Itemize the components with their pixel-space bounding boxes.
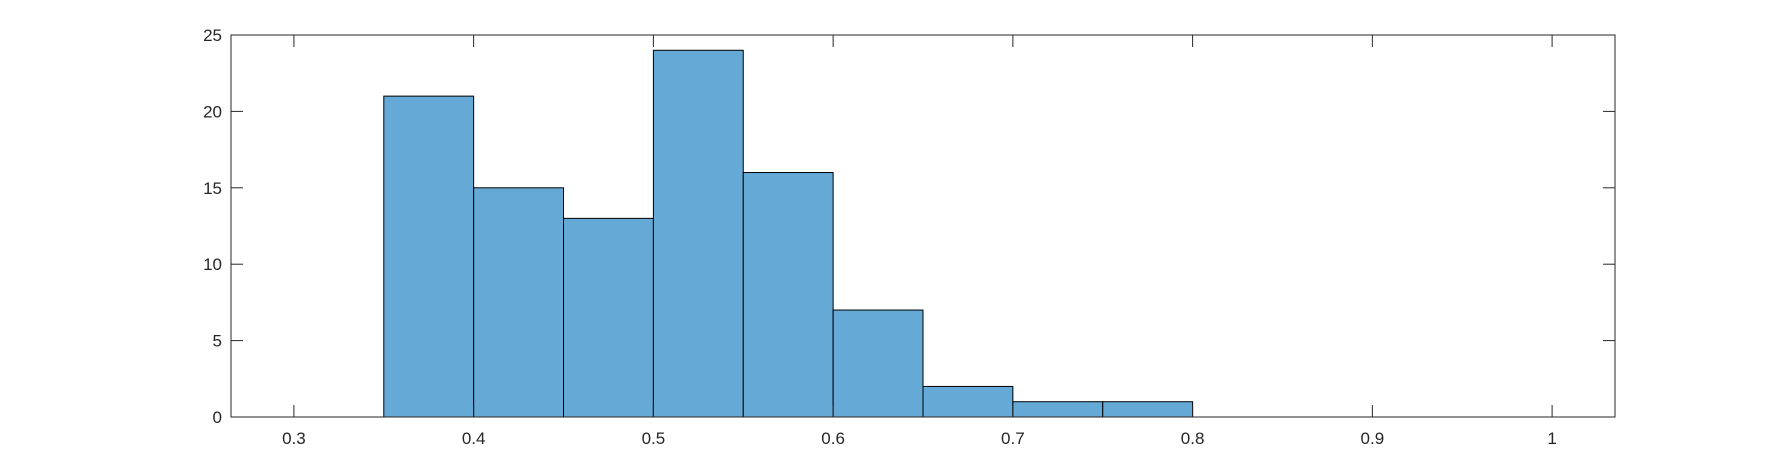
y-tick-label: 5 (213, 332, 222, 351)
y-tick-label: 15 (203, 179, 222, 198)
x-tick-label: 1 (1547, 429, 1556, 448)
y-tick-label: 0 (213, 408, 222, 427)
x-axis: 0.3 0.4 0.5 0.6 0.7 0.8 0.9 1 (282, 35, 1557, 448)
histogram-bar (832, 309, 924, 418)
histogram-bar (652, 49, 744, 418)
histogram-bar (922, 385, 1014, 418)
x-tick-label: 0.7 (1001, 429, 1025, 448)
x-tick-label: 0.9 (1361, 429, 1385, 448)
x-tick-label: 0.4 (462, 429, 486, 448)
y-axis: 0 5 10 15 20 25 (203, 26, 1615, 427)
histogram-bar (473, 187, 565, 418)
y-tick-label: 25 (203, 26, 222, 45)
histogram-bar (742, 172, 834, 418)
plot-area-frame (230, 34, 1616, 418)
histogram-bar (563, 217, 654, 418)
histogram-bar (383, 95, 475, 418)
histogram-bar (1012, 401, 1104, 418)
y-tick-label: 20 (203, 102, 222, 121)
x-tick-label: 0.8 (1181, 429, 1205, 448)
bars-group (383, 49, 1194, 418)
x-tick-label: 0.6 (821, 429, 845, 448)
histogram-bar (1102, 401, 1194, 418)
x-tick-label: 0.3 (282, 429, 306, 448)
y-tick-label: 10 (203, 255, 222, 274)
x-tick-label: 0.5 (642, 429, 666, 448)
